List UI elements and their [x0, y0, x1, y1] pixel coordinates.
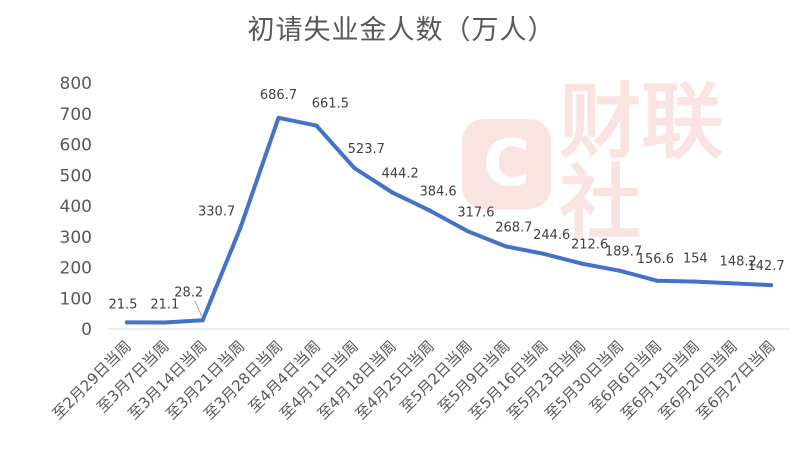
- data-point: [617, 268, 622, 273]
- data-point: [655, 278, 660, 283]
- data-point: [238, 225, 243, 230]
- y-tick-label: 700: [60, 105, 92, 125]
- data-label: 661.5: [312, 97, 349, 112]
- data-label: 142.7: [747, 259, 784, 274]
- data-point: [124, 320, 129, 325]
- data-point: [390, 190, 395, 195]
- data-label: 444.2: [382, 166, 419, 181]
- y-tick-label: 400: [60, 197, 92, 217]
- data-point: [693, 279, 698, 284]
- y-tick-label: 600: [60, 136, 92, 156]
- data-label: 21.5: [108, 297, 137, 312]
- chart-title: 初请失业金人数（万人）: [247, 15, 556, 46]
- data-label: 244.6: [533, 228, 570, 243]
- data-label: 384.6: [419, 185, 456, 200]
- data-label: 21.1: [150, 298, 179, 313]
- y-tick-label: 100: [60, 289, 92, 309]
- data-label: 686.7: [260, 88, 297, 103]
- data-point: [541, 251, 546, 256]
- data-label: 148.2: [720, 254, 757, 269]
- data-label: 212.6: [571, 238, 608, 253]
- data-point: [162, 320, 167, 325]
- data-point: [276, 115, 281, 120]
- data-point: [579, 261, 584, 266]
- data-label: 330.7: [198, 204, 235, 219]
- y-tick-label: 500: [60, 166, 92, 186]
- data-label: 189.7: [605, 245, 642, 260]
- y-tick-label: 0: [81, 320, 92, 340]
- y-tick-label: 200: [60, 259, 92, 279]
- data-point: [314, 123, 319, 128]
- data-label: 154: [683, 252, 708, 267]
- data-label: 523.7: [348, 142, 385, 157]
- data-label-leader: [194, 300, 203, 317]
- data-label: 268.7: [495, 220, 532, 235]
- data-point: [769, 283, 774, 288]
- data-point: [503, 244, 508, 249]
- y-tick-label: 300: [60, 228, 92, 248]
- data-point: [200, 318, 205, 323]
- y-tick-label: 800: [60, 74, 92, 94]
- series-line: [124, 115, 774, 325]
- data-label: 317.6: [457, 205, 494, 220]
- data-point: [352, 165, 357, 170]
- data-point: [428, 208, 433, 213]
- data-label: 156.6: [637, 252, 674, 267]
- data-label: 28.2: [174, 285, 203, 300]
- data-point: [465, 229, 470, 234]
- data-point: [731, 281, 736, 286]
